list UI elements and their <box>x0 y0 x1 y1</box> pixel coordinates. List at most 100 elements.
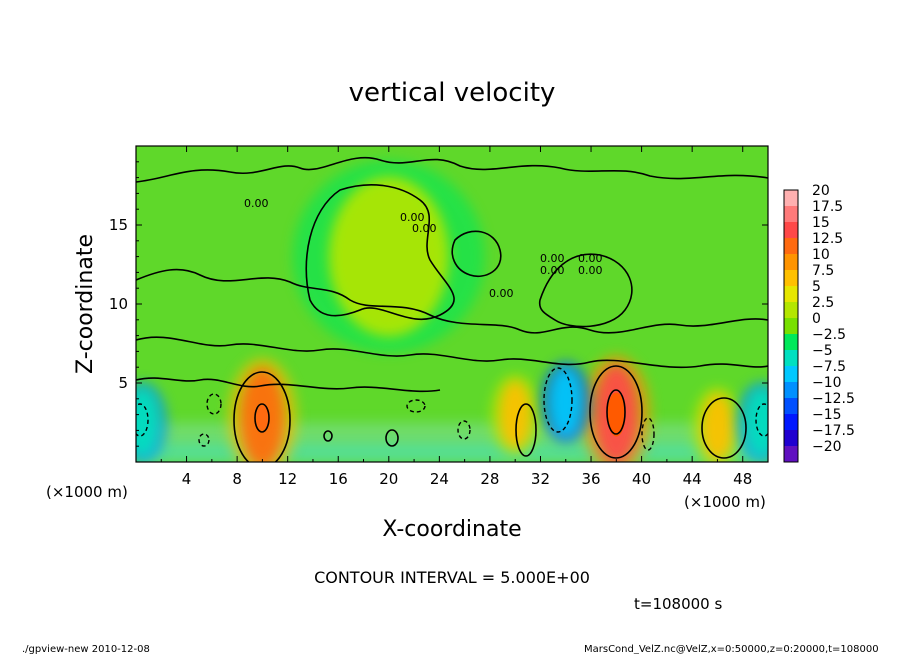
colorbar-swatch <box>784 238 798 255</box>
contour-line <box>136 336 768 369</box>
colorbar-swatch <box>784 446 798 463</box>
contour-line <box>233 371 291 462</box>
contour-line <box>589 365 643 459</box>
contour-line <box>755 403 768 437</box>
contour-line <box>323 430 333 442</box>
colorbar-swatch <box>784 302 798 319</box>
y-axis: 5 10 15 <box>109 161 768 447</box>
x-tick-label: 28 <box>480 470 499 488</box>
contour-line <box>451 230 502 277</box>
colorbar-label: −5 <box>812 343 833 359</box>
field-core <box>607 392 626 437</box>
x-tick-label: 4 <box>182 470 192 488</box>
colorbar-swatch <box>784 206 798 223</box>
x-tick-label: 8 <box>232 470 242 488</box>
contour-line <box>457 420 471 440</box>
contour-line <box>206 393 222 415</box>
colorbar-label: 10 <box>812 247 830 263</box>
contour-label: 0.00 <box>578 264 603 277</box>
colorbar-frame <box>783 189 799 463</box>
field-blob <box>328 176 449 337</box>
x-unit-left: (×1000 m) <box>46 483 128 501</box>
contour-line <box>406 399 426 413</box>
y-tick-label: 5 <box>118 374 128 392</box>
contour-line <box>701 397 747 459</box>
contour-line <box>305 184 455 321</box>
contour-line <box>515 403 537 457</box>
y-axis-label: Z-coordinate <box>73 234 98 374</box>
colorbar-swatch <box>784 398 798 415</box>
field-blob <box>745 388 768 457</box>
chart-title: vertical velocity <box>349 78 556 108</box>
y-tick-label: 10 <box>109 295 128 313</box>
contour-label: 0.00 <box>244 197 269 210</box>
colorbar-swatch <box>784 382 798 399</box>
contour-label: 0.00 <box>578 252 603 265</box>
colorbar-swatch <box>784 318 798 335</box>
contour-label: 0.00 <box>412 222 437 235</box>
colorbar-label: 20 <box>812 183 830 199</box>
colorbar: 2017.51512.5107.552.50−2.5−5−7.5−10−12.5… <box>783 183 855 463</box>
time-label: t=108000 s <box>634 595 722 613</box>
contour-line <box>606 389 626 435</box>
contour-line <box>136 156 768 183</box>
colorbar-label: −2.5 <box>812 327 846 343</box>
colorbar-swatch <box>784 254 798 271</box>
contour-line <box>136 377 441 393</box>
field-blob <box>701 393 734 462</box>
colorbar-label: −20 <box>812 439 842 455</box>
x-axis: 4 8 12 16 20 24 28 32 36 40 44 48 <box>160 146 752 488</box>
contour-label: 0.00 <box>540 264 565 277</box>
x-tick-label: 16 <box>329 470 348 488</box>
field-blob <box>549 367 582 436</box>
x-tick-label: 20 <box>379 470 398 488</box>
contour-label: 0.00 <box>489 287 514 300</box>
contour-label: 0.00 <box>540 252 565 265</box>
contour-interval: CONTOUR INTERVAL = 5.000E+00 <box>314 568 590 587</box>
x-axis-label: X-coordinate <box>382 517 521 542</box>
colorbar-swatch <box>784 334 798 351</box>
footer-right: MarsCond_VelZ.nc@VelZ,x=0:50000,z=0:2000… <box>584 644 879 654</box>
colorbar-label: 2.5 <box>812 295 834 311</box>
x-tick-label: 40 <box>632 470 651 488</box>
contour-line <box>538 253 633 328</box>
colorbar-label: −10 <box>812 375 842 391</box>
contour-line <box>385 429 399 447</box>
contour-line <box>543 367 573 433</box>
colorbar-label: 12.5 <box>812 231 843 247</box>
colorbar-label: 17.5 <box>812 199 843 215</box>
x-tick-label: 44 <box>683 470 702 488</box>
colorbar-swatch <box>784 350 798 367</box>
colorbar-label: −7.5 <box>812 359 846 375</box>
contour-labels: 0.000.000.000.000.000.000.000.00 <box>244 197 603 300</box>
contour-line <box>198 433 210 447</box>
colorbar-label: 7.5 <box>812 263 834 279</box>
footer-left: ./gpview-new 2010-12-08 <box>22 644 150 654</box>
colorbar-label: −15 <box>812 407 842 423</box>
contour-lines <box>136 156 768 462</box>
colorbar-swatch <box>784 222 798 239</box>
colorbar-label: −12.5 <box>812 391 855 407</box>
contour-line <box>136 268 768 334</box>
contour-line <box>254 403 270 433</box>
x-unit-right: (×1000 m) <box>684 493 766 511</box>
colorbar-label: −17.5 <box>812 423 855 439</box>
field-core <box>256 405 269 430</box>
field-blob <box>136 388 159 457</box>
velocity-field <box>136 160 768 462</box>
plot-area: 0.000.000.000.000.000.000.000.00 <box>135 145 769 463</box>
colorbar-swatch <box>784 366 798 383</box>
colorbar-swatch <box>784 286 798 303</box>
contour-label: 0.00 <box>400 211 425 224</box>
x-tick-label: 24 <box>430 470 449 488</box>
colorbar-label: 0 <box>812 311 821 327</box>
y-tick-label: 15 <box>109 216 128 234</box>
colorbar-swatch <box>784 430 798 447</box>
colorbar-swatch <box>784 414 798 431</box>
colorbar-swatch <box>784 190 798 207</box>
x-tick-label: 12 <box>278 470 297 488</box>
field-band <box>136 443 768 462</box>
colorbar-swatch <box>784 270 798 287</box>
colorbar-label: 5 <box>812 279 821 295</box>
